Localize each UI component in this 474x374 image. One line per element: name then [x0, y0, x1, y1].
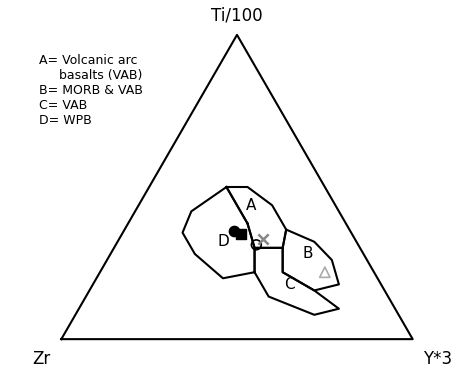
Point — [230, 228, 238, 234]
Point — [259, 236, 266, 242]
Text: A= Volcanic arc
     basalts (VAB)
B= MORB & VAB
C= VAB
D= WPB: A= Volcanic arc basalts (VAB) B= MORB & … — [39, 53, 143, 127]
Point — [253, 242, 260, 248]
Point — [237, 231, 245, 237]
Text: D: D — [217, 234, 229, 249]
Text: A: A — [246, 198, 256, 213]
Point — [321, 269, 328, 275]
Text: C: C — [284, 277, 295, 292]
Text: B: B — [302, 246, 312, 261]
Text: Ti/100: Ti/100 — [211, 6, 263, 24]
Text: Y*3: Y*3 — [423, 350, 452, 368]
Text: Zr: Zr — [33, 350, 51, 368]
